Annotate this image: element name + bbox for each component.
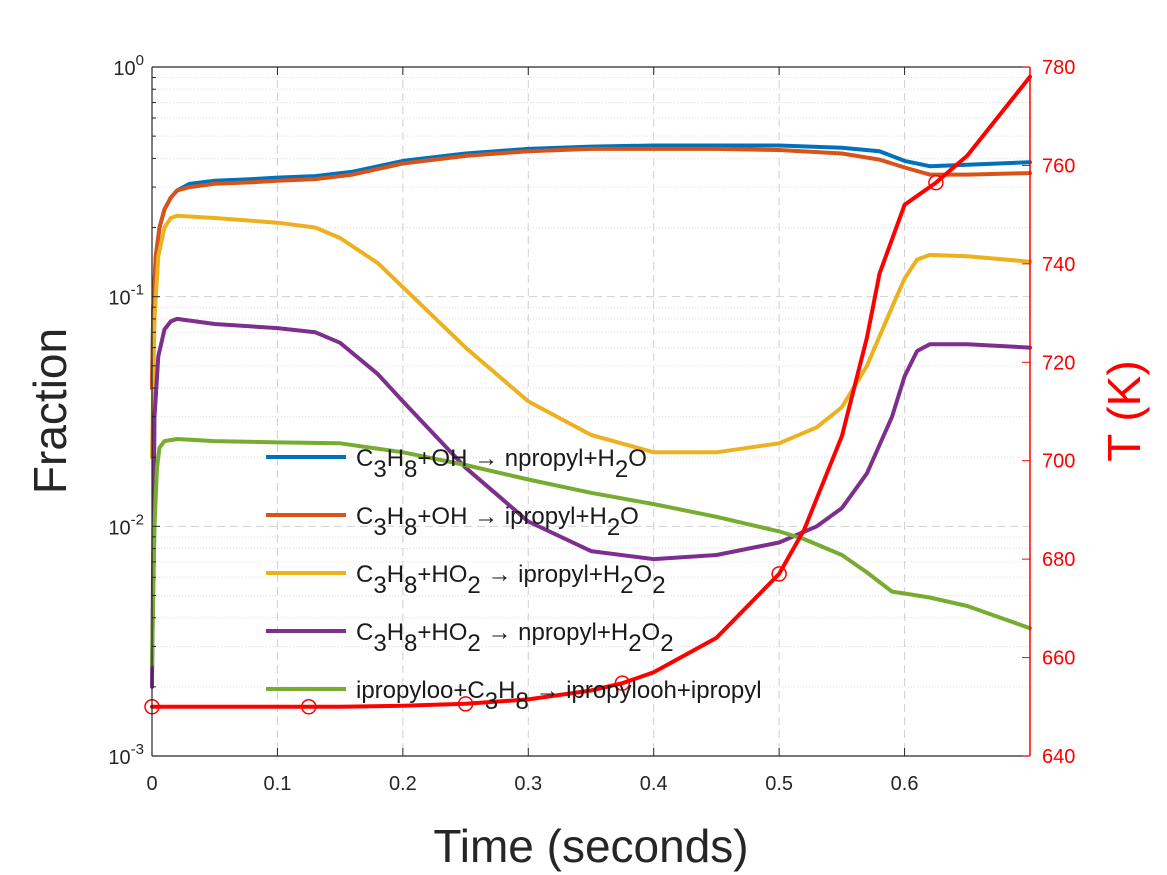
y-tick-label: 100 [113, 52, 144, 80]
legend-entry-2: C3H8+HO2 → ipropyl+H2O2 [356, 561, 666, 599]
series-line-1 [150, 146, 1032, 391]
series-line-5 [150, 74, 1032, 709]
y-right-tick-label: 640 [1042, 746, 1075, 768]
y-right-tick-label: 660 [1042, 648, 1075, 670]
y-right-tick-label: 760 [1042, 155, 1075, 177]
y-tick-label: 10-2 [108, 511, 144, 539]
x-tick-label: 0 [146, 773, 157, 795]
y-right-tick-label: 680 [1042, 549, 1075, 571]
temperature-marker [928, 174, 944, 191]
x-tick-label: 0.1 [264, 773, 292, 795]
x-tick-label: 0.4 [640, 773, 668, 795]
series-line-2 [150, 213, 1032, 460]
legend-entry-4: ipropyloo+C3H8 → ipropylooh+ipropyl [356, 677, 762, 715]
y-right-tick-label: 780 [1042, 57, 1075, 79]
y-tick-label: 10-1 [108, 282, 144, 310]
y-right-axis-label: T (K) [1098, 360, 1150, 461]
temperature-marker [301, 699, 317, 715]
x-tick-label: 0.6 [891, 773, 919, 795]
y-right-tick-label: 700 [1042, 451, 1075, 473]
legend: C3H8+OH → npropyl+H2O C3H8+OH → ipropyl+H… [266, 445, 762, 715]
y-right-tick-label: 740 [1042, 254, 1075, 276]
series-layer [144, 74, 1032, 715]
x-tick-label: 0.3 [514, 773, 542, 795]
y-axis-label: Fraction [24, 328, 76, 494]
y-right-tick-label: 720 [1042, 352, 1075, 374]
temperature-marker [614, 675, 631, 691]
legend-entry-3: C3H8+HO2 → npropyl+H2O2 [356, 619, 674, 657]
x-axis-label: Time (seconds) [433, 820, 748, 872]
temperature-marker [771, 566, 787, 582]
series-line-3 [150, 316, 1032, 689]
ticks: 0 0.1 0.2 0.3 0.4 0.5 0.6 100 10-1 10-2 10-3 640 660… [108, 52, 1075, 795]
temperature-marker [457, 696, 474, 712]
x-tick-label: 0.5 [765, 773, 793, 795]
y-tick-label: 10-3 [108, 741, 144, 769]
legend-entry-0: C3H8+OH → npropyl+H2O [356, 445, 647, 483]
axes [151, 66, 1031, 757]
series-line-4 [150, 437, 1032, 667]
legend-entry-1: C3H8+OH → ipropyl+H2O [356, 503, 639, 541]
x-tick-label: 0.2 [389, 773, 417, 795]
